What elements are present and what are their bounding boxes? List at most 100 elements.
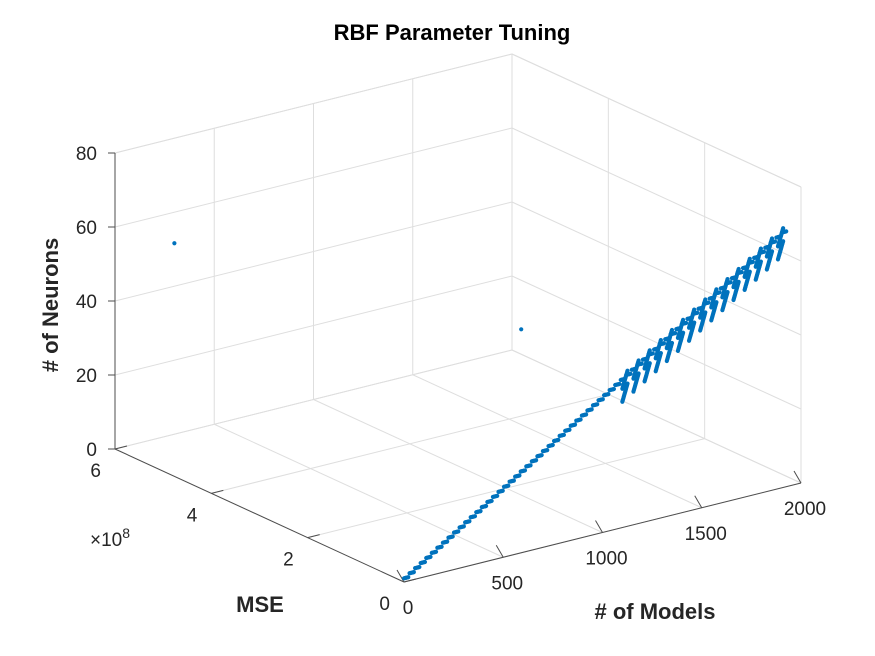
data-point (684, 320, 689, 326)
data-point (422, 559, 428, 565)
data-point (595, 402, 600, 407)
z-tick-label: 40 (76, 292, 97, 313)
data-point (489, 498, 494, 504)
data-point (600, 397, 605, 402)
data-point (661, 341, 667, 346)
y-axis-label: MSE (236, 592, 284, 617)
x-tick-mark (595, 520, 603, 533)
data-point (478, 509, 483, 514)
data-point (758, 259, 764, 264)
data-point (450, 534, 455, 539)
x-tick-mark (495, 544, 504, 558)
y-tick-mark (211, 489, 224, 494)
data-point (736, 266, 741, 272)
x-tick-mark (694, 495, 703, 509)
y-tick-mark (114, 445, 128, 450)
data-point (672, 331, 678, 336)
data-point (456, 529, 461, 534)
grid-line (114, 275, 513, 376)
data-point (561, 432, 566, 437)
data-point (433, 549, 439, 554)
data-point (747, 256, 752, 261)
x-tick-mark (793, 470, 802, 484)
data-point (725, 277, 730, 282)
x-tick-label: 500 (491, 573, 523, 594)
data-point (680, 317, 686, 322)
grid-line (211, 393, 609, 494)
data-point (692, 307, 697, 312)
data-point (472, 514, 478, 519)
z-axis-label: # of Neurons (38, 238, 63, 372)
grid-line (313, 399, 603, 533)
data-point (589, 407, 594, 412)
data-point (428, 554, 433, 559)
data-point (703, 297, 708, 302)
data-point (517, 473, 522, 478)
data-point (747, 269, 752, 274)
grid-line (511, 349, 802, 484)
data-point (461, 524, 466, 529)
data-point (572, 422, 578, 427)
y-axis-exponent-base: ×10 (90, 530, 122, 551)
data-point (500, 488, 505, 493)
y-tick-mark (403, 578, 417, 583)
data-point (758, 246, 764, 251)
data-point (769, 249, 775, 254)
data-point (647, 348, 652, 353)
x-tick-label: 2000 (784, 499, 826, 520)
grid-line (214, 423, 504, 558)
data-point (511, 478, 516, 483)
data-point (611, 386, 617, 392)
data-point (522, 468, 528, 473)
data-point (781, 239, 786, 244)
data-point (556, 437, 561, 443)
data-point (769, 236, 775, 241)
data-point (761, 249, 767, 254)
data-point (773, 239, 778, 244)
data-point (669, 327, 675, 333)
data-point (172, 241, 177, 246)
data-point (739, 269, 744, 275)
y-tick-label: 6 (90, 461, 101, 482)
data-point (636, 358, 641, 363)
data-point (584, 412, 589, 417)
data-point (534, 458, 539, 463)
z-tick-label: 60 (76, 218, 97, 239)
grid-line (511, 201, 802, 336)
data-point (439, 544, 444, 549)
y-axis-exponent-power: 8 (122, 525, 130, 541)
data-point (528, 463, 533, 468)
data-point (728, 280, 733, 285)
data-point (680, 330, 686, 335)
data-point (639, 361, 644, 366)
data-point (545, 447, 550, 453)
data-point (495, 493, 500, 498)
grid-line (114, 349, 513, 450)
y-tick-label: 4 (187, 505, 198, 526)
scatter-points (172, 226, 789, 581)
data-point (636, 371, 641, 376)
grid-line (114, 127, 513, 228)
y-axis-exponent: ×108 (90, 525, 130, 551)
y-tick-label: 2 (283, 550, 294, 571)
data-point (445, 539, 450, 544)
data-point (703, 310, 708, 315)
data-point (606, 392, 611, 397)
data-point (750, 259, 755, 264)
data-point (714, 300, 719, 305)
data-point (625, 368, 630, 373)
data-point (725, 289, 730, 295)
data-point (717, 290, 722, 295)
grid-line (511, 275, 802, 410)
data-point (650, 351, 655, 356)
data-point (647, 361, 652, 366)
data-point (669, 340, 675, 346)
data-point (706, 300, 711, 305)
grid-line (114, 201, 513, 302)
z-tick-label: 80 (76, 144, 97, 165)
data-point (692, 320, 697, 325)
data-point (506, 483, 511, 488)
